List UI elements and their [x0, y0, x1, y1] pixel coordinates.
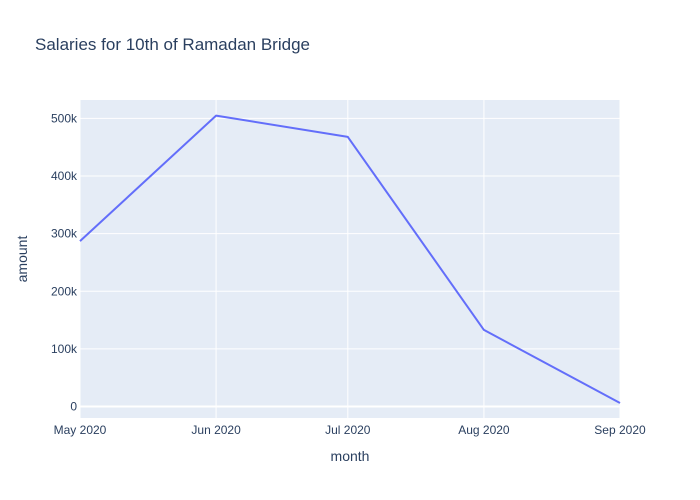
- x-axis-ticks: May 2020 Jun 2020 Jul 2020 Aug 2020 Sep 2020: [54, 423, 646, 437]
- y-tick-label: 0: [70, 399, 77, 413]
- y-axis-title: amount: [14, 236, 30, 283]
- y-tick-label: 400k: [51, 169, 78, 183]
- x-axis-title: month: [331, 448, 370, 464]
- y-tick-label: 100k: [51, 342, 78, 356]
- chart-title: Salaries for 10th of Ramadan Bridge: [35, 35, 310, 54]
- x-tick-label: May 2020: [54, 423, 107, 437]
- series-line: [79, 114, 621, 404]
- y-tick-label: 500k: [51, 111, 78, 125]
- y-axis-ticks: 0 100k 200k 300k 400k 500k: [51, 111, 78, 413]
- series-layer: [79, 114, 621, 404]
- gridlines: [79, 100, 621, 418]
- y-tick-label: 200k: [51, 284, 78, 298]
- x-tick-label: Sep 2020: [594, 423, 646, 437]
- y-tick-label: 300k: [51, 227, 78, 241]
- plot-area: [80, 100, 620, 418]
- x-tick-label: Aug 2020: [458, 423, 510, 437]
- x-tick-label: Jun 2020: [191, 423, 241, 437]
- x-tick-label: Jul 2020: [325, 423, 371, 437]
